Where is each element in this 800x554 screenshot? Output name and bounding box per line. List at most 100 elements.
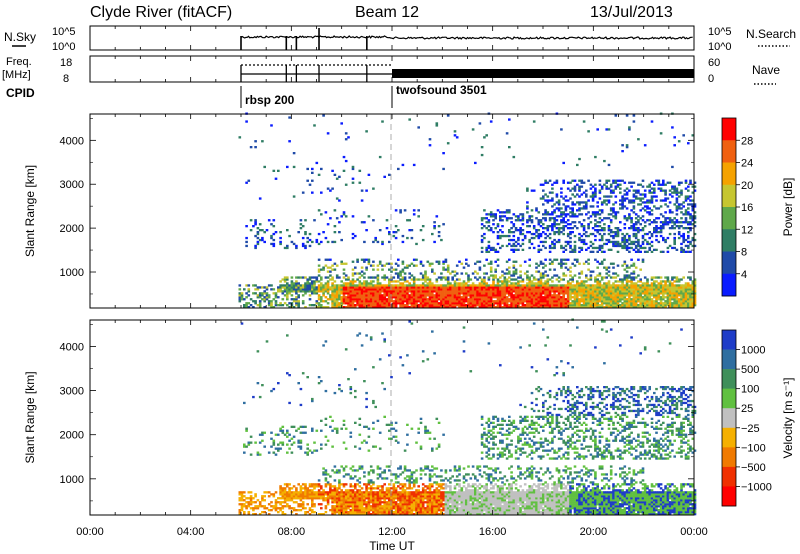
heatmap-cell <box>376 298 380 301</box>
heatmap-cell <box>616 229 620 232</box>
heatmap-cell <box>548 219 552 222</box>
heatmap-cell <box>326 276 330 279</box>
heatmap-cell <box>630 199 633 202</box>
heatmap-cell <box>363 260 366 263</box>
heatmap-cell <box>329 298 332 301</box>
heatmap-cell <box>344 298 348 301</box>
heatmap-cell <box>453 300 457 303</box>
heatmap-cell <box>501 288 504 291</box>
heatmap-cell <box>526 296 529 299</box>
heatmap-cell <box>546 282 550 285</box>
heatmap-cell <box>675 306 679 309</box>
heatmap-cell <box>600 286 604 289</box>
heatmap-cell <box>299 219 303 222</box>
heatmap-cell <box>349 282 353 285</box>
heatmap-cell <box>537 286 541 289</box>
heatmap-cell <box>523 286 527 289</box>
heatmap-cell <box>469 296 473 299</box>
heatmap-cell <box>331 169 334 172</box>
heatmap-cell <box>569 294 572 297</box>
heatmap-cell <box>344 507 348 510</box>
heatmap-cell <box>286 497 289 500</box>
heatmap-cell <box>419 292 423 295</box>
heatmap-cell <box>639 193 642 196</box>
heatmap-cell <box>331 501 334 504</box>
heatmap-cell <box>675 248 679 251</box>
heatmap-cell <box>689 215 692 218</box>
heatmap-cell <box>390 286 393 289</box>
heatmap-cell <box>582 181 586 184</box>
heatmap-cell <box>557 231 561 234</box>
heatmap-cell <box>528 302 531 305</box>
heatmap-cell <box>354 491 357 494</box>
heatmap-cell <box>689 300 692 303</box>
heatmap-cell <box>657 294 661 297</box>
heatmap-cell <box>444 296 448 299</box>
heatmap-cell <box>272 306 276 309</box>
heatmap-cell <box>625 240 629 244</box>
heatmap-cell <box>333 280 337 283</box>
heatmap-cell <box>621 304 624 307</box>
heatmap-cell <box>687 185 690 188</box>
heatmap-cell <box>564 221 568 224</box>
heatmap-cell <box>505 268 509 271</box>
heatmap-cell <box>632 302 636 305</box>
heatmap-cell <box>410 286 414 289</box>
heatmap-cell <box>528 280 531 283</box>
heatmap-cell <box>415 302 418 305</box>
heatmap-cell <box>449 292 452 295</box>
heatmap-cell <box>378 286 382 289</box>
heatmap-cell <box>503 290 507 293</box>
heatmap-cell <box>564 258 568 261</box>
heatmap-cell <box>460 286 464 289</box>
heatmap-cell <box>446 114 450 117</box>
heatmap-cell <box>603 266 606 269</box>
heatmap-cell <box>496 282 500 285</box>
heatmap-cell <box>512 300 516 303</box>
heatmap-cell <box>455 290 459 293</box>
heatmap-cell <box>367 288 371 291</box>
heatmap-cell <box>480 290 484 293</box>
heatmap-cell <box>283 276 287 279</box>
heatmap-cell <box>261 495 264 498</box>
heatmap-cell <box>410 298 414 301</box>
heatmap-cell <box>510 248 513 251</box>
heatmap-cell <box>560 290 563 293</box>
heatmap-cell <box>344 511 348 514</box>
heatmap-cell <box>621 280 624 283</box>
heatmap-cell <box>360 304 364 307</box>
heatmap-cell <box>238 503 242 506</box>
heatmap-cell <box>279 493 282 496</box>
heatmap-cell <box>566 258 570 261</box>
heatmap-cell <box>616 183 620 186</box>
heatmap-cell <box>240 294 244 297</box>
heatmap-cell <box>659 282 663 285</box>
heatmap-cell <box>514 304 518 307</box>
heatmap-cell <box>331 187 334 190</box>
heatmap-cell <box>521 217 525 220</box>
heatmap-cell <box>258 294 262 297</box>
heatmap-cell <box>625 197 629 200</box>
heatmap-cell <box>428 262 432 265</box>
heatmap-cell <box>569 223 572 226</box>
heatmap-cell <box>270 509 273 512</box>
heatmap-cell <box>347 501 350 504</box>
heatmap-cell <box>437 231 441 234</box>
heatmap-cell <box>634 292 638 295</box>
heatmap-cell <box>354 503 357 506</box>
heatmap-cell <box>331 284 334 287</box>
heatmap-cell <box>537 288 541 291</box>
heatmap-cell <box>249 219 253 222</box>
heatmap-cell <box>376 288 380 291</box>
heatmap-cell <box>646 211 649 214</box>
heatmap-cell <box>462 286 466 289</box>
heatmap-cell <box>388 288 391 291</box>
heatmap-cell <box>598 288 602 291</box>
heatmap-cell <box>573 225 577 228</box>
heatmap-cell <box>408 298 411 301</box>
heatmap-cell <box>657 290 661 293</box>
heatmap-cell <box>521 229 525 232</box>
heatmap-cell <box>600 302 604 305</box>
heatmap-cell <box>265 298 269 301</box>
heatmap-cell <box>605 284 608 287</box>
